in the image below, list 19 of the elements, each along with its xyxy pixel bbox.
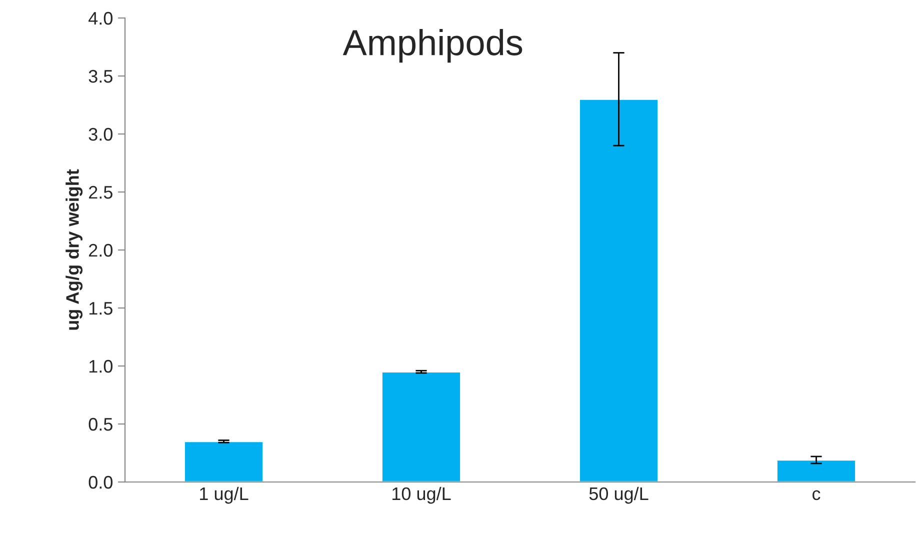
y-tick-label: 0.5	[88, 418, 112, 431]
y-tick-label: 4.0	[88, 12, 112, 25]
chart-title: Amphipods	[342, 28, 522, 63]
bar	[578, 98, 659, 482]
x-tick-label: c	[812, 490, 820, 500]
x-tick-label: 1 ug/L	[200, 486, 248, 504]
y-axis-title: ug Ag/g dry weight	[66, 169, 83, 330]
y-tick-label: 2.0	[89, 244, 112, 257]
y-tick-label: 0.0	[88, 476, 112, 489]
y-tick-label: 1.5	[89, 302, 112, 315]
bar	[776, 459, 856, 482]
y-tick-label: 3.0	[88, 128, 112, 141]
y-tick-label: 2.5	[89, 186, 112, 199]
x-tick-label: 10 ug/L	[392, 486, 451, 504]
y-tick-label: 1.0	[89, 360, 112, 373]
bar	[184, 440, 264, 482]
y-tick-label: 3.5	[88, 70, 112, 83]
bar	[381, 371, 462, 482]
x-tick-label: 50 ug/L	[589, 486, 648, 504]
